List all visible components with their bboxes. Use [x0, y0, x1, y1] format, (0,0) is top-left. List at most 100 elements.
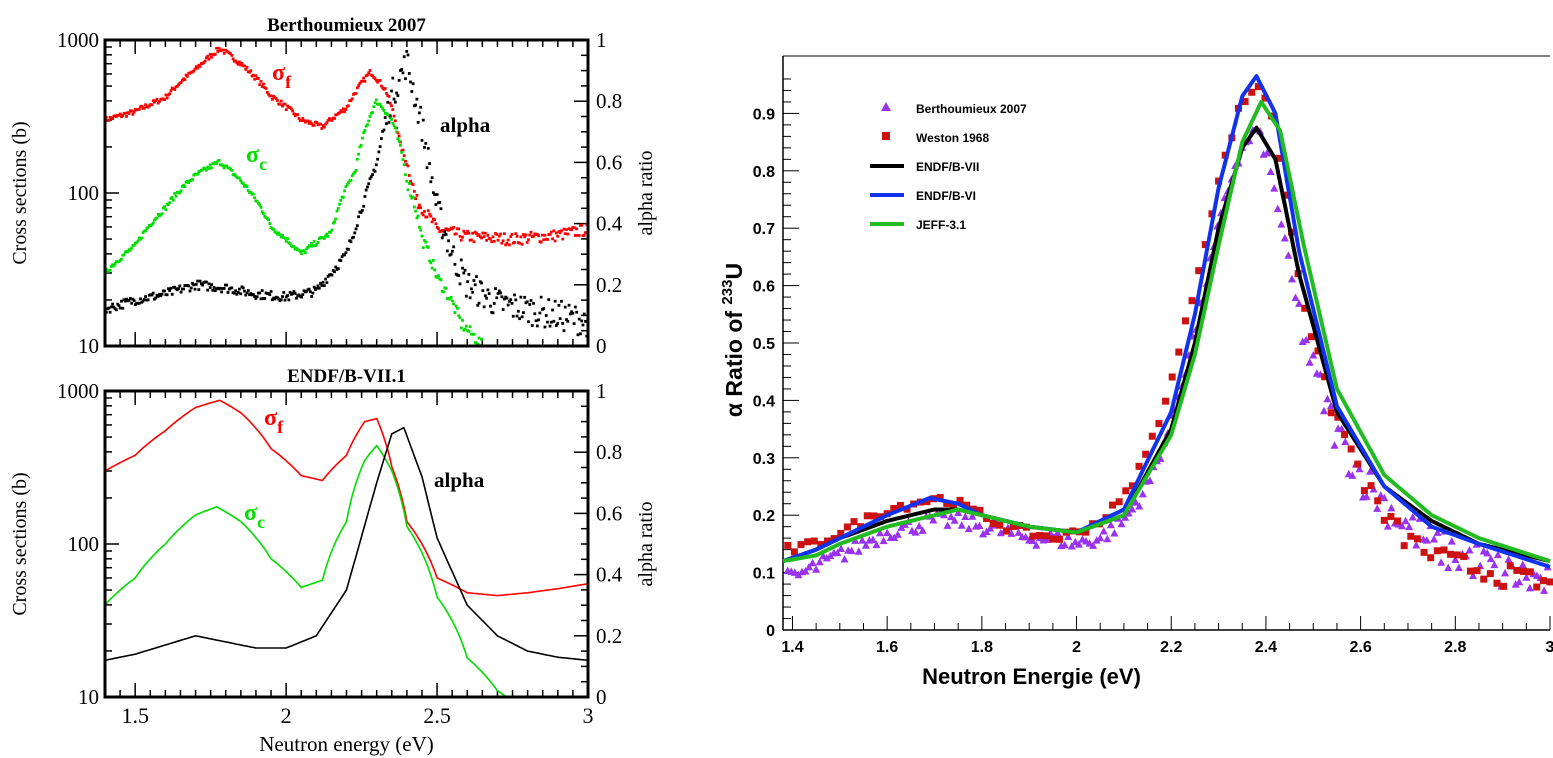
data-point-capture	[464, 324, 468, 328]
data-point-fission	[513, 241, 516, 244]
data-point-capture	[212, 162, 216, 166]
data-point-fission	[293, 114, 297, 118]
data-point-fission	[483, 231, 487, 235]
data-point-fission	[137, 107, 141, 111]
data-point-capture	[360, 136, 364, 140]
data-point-alpha	[378, 145, 382, 149]
data-point-weston-1968	[1546, 578, 1553, 586]
data-point-berthoumieux-2007	[961, 512, 970, 520]
data-point-capture	[278, 233, 282, 236]
data-point-fission	[454, 232, 458, 236]
data-point-fission	[158, 99, 161, 103]
data-point-alpha	[118, 306, 122, 310]
x-tick-label: 1.6	[876, 639, 898, 656]
x-tick-label: 3	[1546, 639, 1553, 656]
data-point-fission	[385, 92, 388, 95]
data-point-fission	[393, 119, 397, 123]
plot-frame	[103, 389, 590, 699]
data-point-alpha	[582, 312, 586, 316]
data-point-alpha	[369, 175, 373, 179]
data-point-fission	[582, 233, 586, 237]
series-fission	[105, 46, 588, 247]
data-point-capture	[183, 185, 187, 189]
data-point-alpha	[401, 71, 405, 75]
data-point-alpha	[426, 146, 430, 150]
data-point-alpha	[366, 185, 369, 189]
data-point-alpha	[237, 287, 241, 291]
data-point-alpha	[123, 299, 127, 303]
y-axis-label-superscript: 233	[719, 280, 736, 305]
data-point-alpha	[475, 275, 478, 279]
data-point-capture	[246, 189, 250, 193]
data-point-fission	[292, 112, 296, 116]
data-point-alpha	[502, 297, 506, 301]
data-point-alpha	[286, 294, 289, 297]
series-group	[783, 74, 1553, 594]
data-point-alpha	[367, 182, 371, 186]
data-point-weston-1968	[989, 519, 997, 527]
data-point-alpha	[470, 287, 473, 291]
data-point-capture	[405, 179, 409, 183]
data-point-alpha	[402, 55, 406, 59]
data-point-capture	[315, 242, 319, 246]
data-point-fission	[560, 229, 563, 233]
data-point-weston-1968	[1321, 373, 1329, 381]
data-point-alpha	[293, 292, 297, 295]
data-point-fission	[123, 111, 127, 115]
data-point-berthoumieux-2007	[1422, 536, 1431, 544]
data-point-alpha	[300, 295, 303, 299]
data-point-fission	[497, 234, 501, 238]
data-point-berthoumieux-2007	[872, 540, 881, 549]
legend-label-jeff-3-1: JEFF-3.1	[916, 218, 966, 232]
y-tick-label-right: 0.8	[596, 440, 622, 464]
data-point-alpha	[354, 227, 358, 231]
data-point-fission	[572, 226, 576, 230]
data-point-alpha	[435, 193, 439, 196]
data-point-alpha	[205, 280, 208, 284]
data-point-weston-1968	[1506, 562, 1514, 570]
data-point-berthoumieux-2007	[1110, 529, 1119, 537]
data-point-berthoumieux-2007	[801, 566, 810, 575]
data-point-fission	[420, 211, 424, 215]
data-point-weston-1968	[863, 512, 871, 520]
data-point-capture	[288, 242, 292, 246]
annotation-alpha: alpha	[440, 113, 491, 137]
data-point-alpha	[391, 76, 395, 80]
data-point-alpha	[510, 301, 514, 305]
data-point-fission	[215, 46, 218, 50]
data-point-berthoumieux-2007	[1355, 464, 1364, 473]
legend-marker-berthoumieux-2007	[881, 102, 891, 111]
data-point-alpha	[464, 294, 468, 298]
data-point-capture	[234, 174, 237, 178]
data-point-weston-1968	[1327, 409, 1335, 417]
data-point-fission	[264, 87, 268, 90]
data-point-weston-1968	[1049, 535, 1057, 543]
data-point-fission	[319, 122, 322, 126]
data-point-fission	[551, 237, 554, 241]
data-point-alpha	[397, 78, 401, 82]
data-point-capture	[239, 179, 243, 183]
x-tick-label: 2.8	[1444, 639, 1466, 656]
data-point-capture	[423, 238, 426, 242]
data-point-fission	[407, 174, 411, 177]
data-point-alpha	[419, 105, 423, 109]
data-point-capture	[372, 105, 376, 109]
data-point-weston-1968	[1115, 498, 1123, 506]
data-point-fission	[343, 110, 347, 114]
data-point-capture	[205, 168, 208, 172]
data-point-capture	[374, 98, 378, 102]
data-point-capture	[108, 268, 112, 272]
data-point-alpha	[506, 303, 510, 307]
data-point-berthoumieux-2007	[883, 528, 892, 537]
data-point-alpha	[193, 287, 197, 291]
data-point-alpha	[142, 298, 146, 301]
data-point-fission	[561, 237, 565, 241]
data-point-weston-1968	[804, 538, 812, 546]
data-point-alpha	[125, 297, 128, 301]
data-point-alpha	[260, 289, 264, 292]
data-point-alpha	[390, 89, 393, 93]
data-point-fission	[554, 231, 558, 235]
data-point-fission	[570, 228, 573, 232]
data-point-fission	[278, 103, 282, 106]
data-point-alpha	[128, 297, 132, 300]
